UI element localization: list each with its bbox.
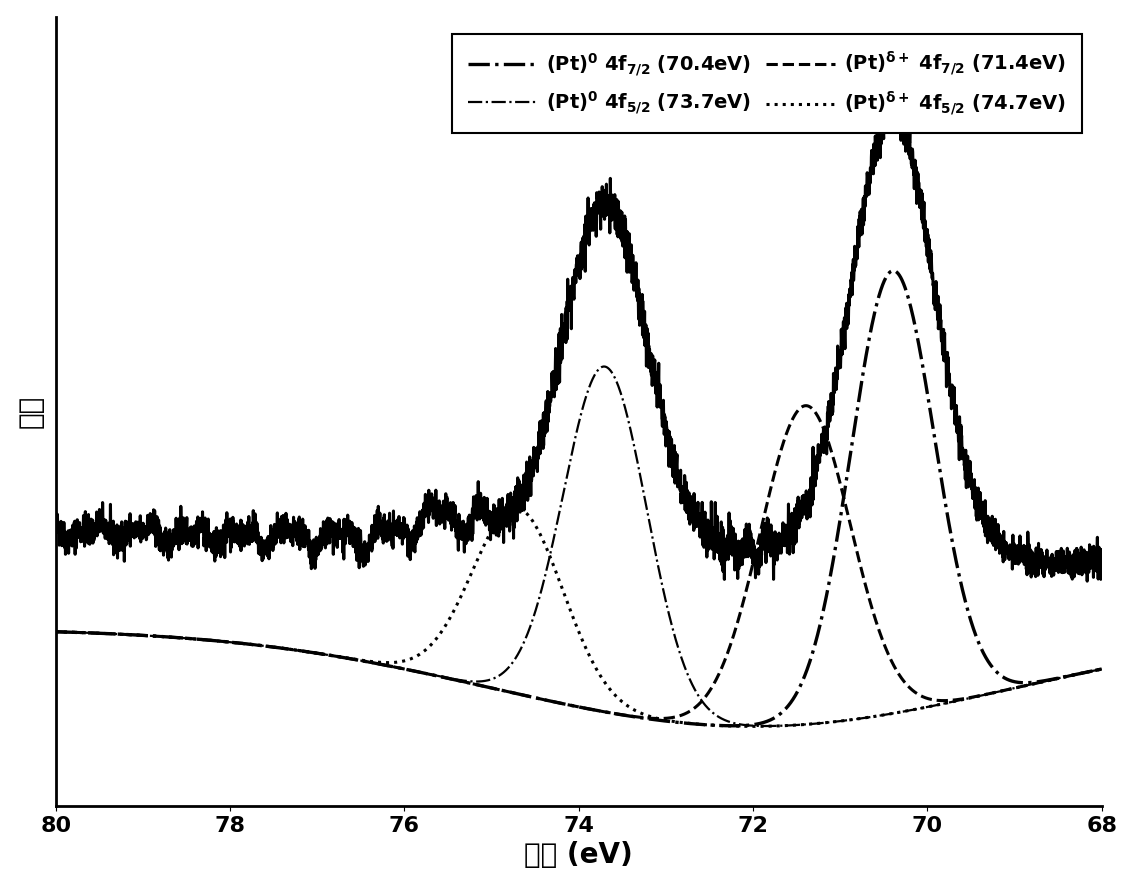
(Pt)$^{\delta+}$ 4f$_{5/2}$ (74.7eV)	[547, 559, 560, 570]
(Pt)$^{\delta+}$ 4f$_{5/2}$ (74.7eV)	[489, 519, 502, 530]
(Pt)$^0$ 4f$_{5/2}$ (73.7eV)	[598, 361, 611, 372]
(Pt)$^{\delta+}$ 4f$_{5/2}$ (74.7eV)	[508, 502, 522, 513]
(Pt)$^{\delta+}$ 4f$_{5/2}$ (74.7eV)	[1064, 671, 1077, 681]
(Pt)$^0$ 4f$_{5/2}$ (73.7eV)	[1012, 682, 1025, 693]
(Pt)$^{\delta+}$ 4f$_{7/2}$ (71.4eV)	[810, 408, 823, 419]
Line: (Pt)$^{\delta+}$ 4f$_{5/2}$ (74.7eV): (Pt)$^{\delta+}$ 4f$_{5/2}$ (74.7eV)	[56, 508, 1102, 727]
(Pt)$^{\delta+}$ 4f$_{7/2}$ (71.4eV)	[497, 686, 510, 696]
(Pt)$^0$ 4f$_{5/2}$ (73.7eV)	[1095, 664, 1109, 674]
(Pt)$^0$ 4f$_{5/2}$ (73.7eV)	[760, 720, 773, 731]
(Pt)$^0$ 4f$_{7/2}$ (70.4eV)	[1012, 677, 1025, 688]
(Pt)$^0$ 4f$_{5/2}$ (73.7eV)	[810, 719, 823, 729]
(Pt)$^0$ 4f$_{7/2}$ (70.4eV)	[887, 265, 900, 276]
(Pt)$^0$ 4f$_{7/2}$ (70.4eV)	[727, 720, 741, 731]
Line: (Pt)$^{\delta+}$ 4f$_{7/2}$ (71.4eV): (Pt)$^{\delta+}$ 4f$_{7/2}$ (71.4eV)	[56, 406, 1102, 719]
(Pt)$^0$ 4f$_{7/2}$ (70.4eV)	[545, 696, 559, 707]
(Pt)$^{\delta+}$ 4f$_{7/2}$ (71.4eV)	[799, 400, 813, 411]
(Pt)$^{\delta+}$ 4f$_{7/2}$ (71.4eV)	[1064, 671, 1077, 681]
(Pt)$^0$ 4f$_{5/2}$ (73.7eV)	[497, 667, 510, 678]
(Pt)$^{\delta+}$ 4f$_{7/2}$ (71.4eV)	[489, 683, 502, 694]
Y-axis label: 强度: 强度	[17, 395, 44, 428]
(Pt)$^0$ 4f$_{5/2}$ (73.7eV)	[1064, 671, 1077, 681]
Legend: $\mathbf{(Pt)^{0}\ 4f_{7/2}\ (70.4eV)}$, $\mathbf{(Pt)^{0}\ 4f_{5/2}\ (73.7eV)}$: $\mathbf{(Pt)^{0}\ 4f_{7/2}\ (70.4eV)}$,…	[452, 35, 1082, 133]
(Pt)$^0$ 4f$_{7/2}$ (70.4eV)	[1064, 671, 1077, 681]
(Pt)$^{\delta+}$ 4f$_{5/2}$ (74.7eV)	[1012, 682, 1025, 693]
(Pt)$^{\delta+}$ 4f$_{5/2}$ (74.7eV)	[497, 509, 510, 519]
(Pt)$^0$ 4f$_{7/2}$ (70.4eV)	[497, 686, 510, 696]
(Pt)$^0$ 4f$_{7/2}$ (70.4eV)	[489, 683, 502, 694]
(Pt)$^0$ 4f$_{5/2}$ (73.7eV)	[545, 538, 559, 548]
(Pt)$^0$ 4f$_{7/2}$ (70.4eV)	[1095, 664, 1109, 674]
(Pt)$^{\delta+}$ 4f$_{7/2}$ (71.4eV)	[1095, 664, 1109, 674]
(Pt)$^{\delta+}$ 4f$_{5/2}$ (74.7eV)	[810, 719, 823, 729]
(Pt)$^0$ 4f$_{5/2}$ (73.7eV)	[489, 672, 502, 683]
(Pt)$^{\delta+}$ 4f$_{5/2}$ (74.7eV)	[49, 626, 62, 637]
Line: (Pt)$^0$ 4f$_{7/2}$ (70.4eV): (Pt)$^0$ 4f$_{7/2}$ (70.4eV)	[56, 270, 1102, 726]
(Pt)$^{\delta+}$ 4f$_{7/2}$ (71.4eV)	[652, 713, 666, 724]
(Pt)$^0$ 4f$_{7/2}$ (70.4eV)	[810, 636, 823, 647]
(Pt)$^{\delta+}$ 4f$_{7/2}$ (71.4eV)	[1012, 682, 1025, 693]
(Pt)$^0$ 4f$_{7/2}$ (70.4eV)	[49, 626, 62, 637]
X-axis label: 键能 (eV): 键能 (eV)	[524, 842, 633, 869]
Line: (Pt)$^0$ 4f$_{5/2}$ (73.7eV): (Pt)$^0$ 4f$_{5/2}$ (73.7eV)	[56, 367, 1102, 726]
(Pt)$^{\delta+}$ 4f$_{7/2}$ (71.4eV)	[545, 696, 559, 707]
(Pt)$^{\delta+}$ 4f$_{5/2}$ (74.7eV)	[746, 721, 760, 732]
(Pt)$^0$ 4f$_{5/2}$ (73.7eV)	[49, 626, 62, 637]
(Pt)$^{\delta+}$ 4f$_{5/2}$ (74.7eV)	[1095, 664, 1109, 674]
(Pt)$^{\delta+}$ 4f$_{7/2}$ (71.4eV)	[49, 626, 62, 637]
